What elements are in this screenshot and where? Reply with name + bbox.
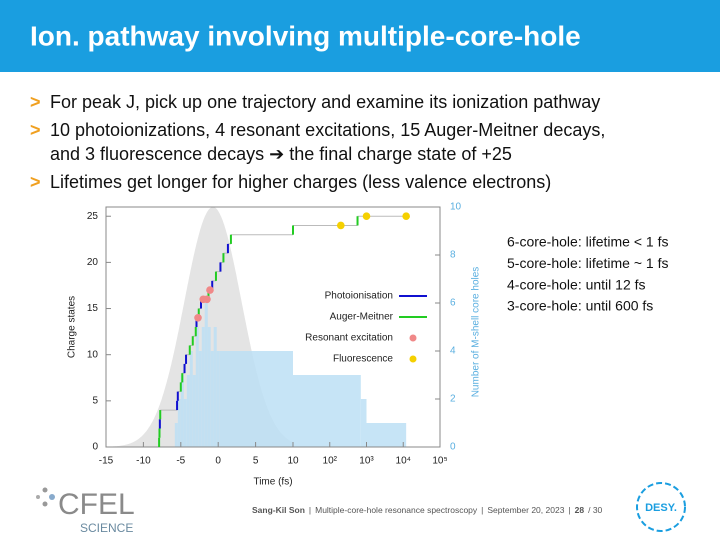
bullets: > For peak J, pick up one trajectory and … [30,92,605,192]
histogram-bar [201,327,205,447]
logo-text: CFEL [58,488,135,521]
logo-dot [42,487,48,493]
legend-dot [409,355,417,363]
histogram-bar [198,351,202,447]
histogram-bar [293,375,361,447]
footer-part: | [309,505,311,515]
bullet-marker: > [30,172,41,192]
event-dot [203,295,211,304]
x-tick-label: 10 [287,456,299,467]
y-tick-label: 10 [87,349,99,360]
logo-text: DESY. [645,502,677,514]
x-tick-label: 10⁵ [432,456,447,467]
histogram-bar [195,327,199,447]
title-bar [0,0,720,72]
y-tick-label: 5 [92,395,98,406]
logo-dot [36,495,40,499]
event-dot [206,286,214,294]
footer-part: September 20, 2023 [487,505,564,515]
histogram-bar [360,399,367,447]
bullet-text: 10 photoionizations, 4 resonant excitati… [50,120,605,140]
footer-part: 28 [575,505,585,515]
x-tick-label: 10⁴ [396,456,411,467]
event-dot [362,212,371,221]
desy-logo: DESY. [636,482,686,532]
histogram-bar [177,399,181,447]
y2-tick-label: 0 [450,442,456,453]
y-tick-label: 25 [87,211,99,222]
histogram-bar [366,423,407,447]
histogram-bar [210,351,214,447]
histogram-bar [213,327,217,447]
logo-dot [42,501,48,507]
event-dot [194,313,202,322]
histogram-bar [216,351,220,447]
event-dot [402,212,410,221]
footer-part: | [481,505,483,515]
logo-subtext: SCIENCE [80,521,133,535]
legend-label: Resonant excitation [305,333,393,344]
y2-tick-label: 6 [450,298,456,309]
note: 3-core-hole: until 600 fs [507,298,653,314]
slide-title: Ion. pathway involving multiple-core-hol… [30,20,581,51]
note: 6-core-hole: lifetime < 1 fs [507,234,668,250]
bullet-text: Lifetimes get longer for higher charges … [50,172,551,192]
x-tick-label: -10 [136,456,151,467]
chart: 0 5 10 15 20 25 0 2 4 6 8 10 -15 -10 -5 0 5 10 10² 10³ 10⁴ 10… [67,202,482,488]
plot-frame [105,206,441,448]
footer: Sang-Kil Son | Multiple-core-hole resonanc… [252,505,603,515]
bullet-marker: > [30,92,41,112]
y2-tick-label: 8 [450,250,456,261]
legend-dot [409,334,417,342]
y2-axis-label: Number of M-shell core holes [471,267,482,398]
x-tick-label: 10³ [359,456,374,467]
footer-part: Multiple-core-hole resonance spectroscop… [315,505,478,515]
histogram-bar [189,351,193,447]
bullet-text: For peak J, pick up one trajectory and e… [50,92,600,112]
histogram-bar [186,375,190,447]
y-tick-label: 0 [92,442,98,453]
histogram-bar [219,351,293,447]
histogram-bar [192,375,196,447]
x-axis-label: Time (fs) [253,477,292,488]
footer-part: / 30 [588,505,602,515]
histogram-bar [183,399,187,447]
y-tick-label: 15 [87,303,99,314]
bullet-marker: > [30,120,41,140]
note: 4-core-hole: until 12 fs [507,276,646,292]
note: 5-core-hole: lifetime ~ 1 fs [507,255,668,271]
histogram-bar [180,375,184,447]
bullet-text: and 3 fluorescence decays ➔ the final ch… [50,144,512,164]
x-tick-label: -15 [99,456,114,467]
cfel-logo: CFEL SCIENCE [36,487,135,535]
legend-label: Photoionisation [325,291,393,302]
y-axis-label: Charge states [67,296,78,358]
histogram-bar [204,303,208,447]
y2-tick-label: 4 [450,346,456,357]
legend-label: Fluorescence [333,354,393,365]
logo-ring [636,482,686,532]
histogram-bar [207,327,211,447]
footer-part: | [568,505,570,515]
event-dot [337,221,345,230]
x-tick-label: 10² [323,456,338,467]
logo-dot [49,494,55,500]
histogram-bar [174,423,178,447]
notes: 6-core-hole: lifetime < 1 fs 5-core-hole:… [507,234,668,314]
x-tick-label: 0 [215,456,221,467]
x-tick-label: 5 [253,456,259,467]
y2-tick-label: 2 [450,394,456,405]
y2-tick-label: 10 [450,202,462,213]
legend-label: Auger-Meitner [330,312,394,323]
footer-part: Sang-Kil Son [252,505,305,515]
y-tick-label: 20 [87,257,99,268]
x-tick-label: -5 [176,456,185,467]
